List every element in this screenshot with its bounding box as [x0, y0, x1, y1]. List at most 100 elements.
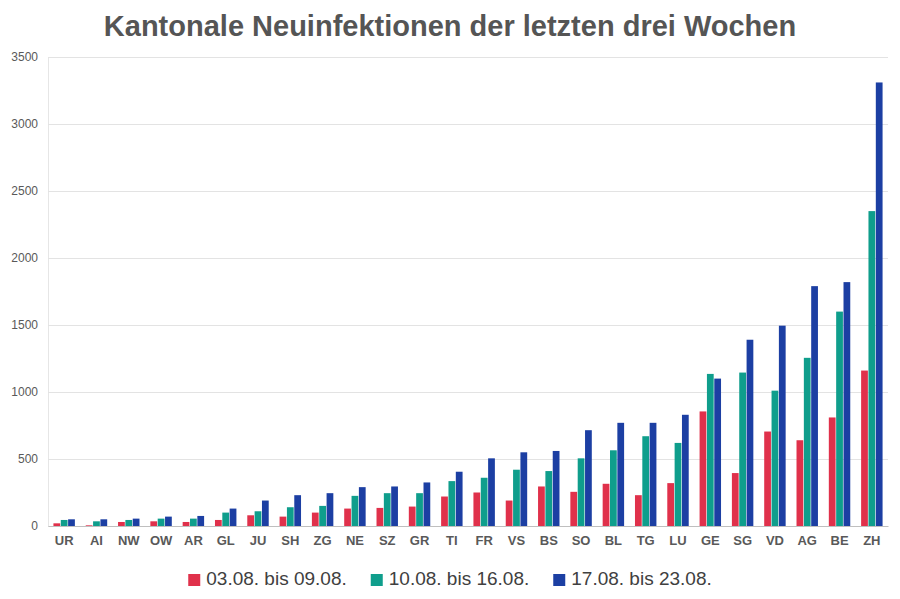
y-tick-label: 3000 [11, 117, 38, 131]
bars [53, 82, 882, 526]
y-tick-label: 2500 [11, 184, 38, 198]
x-tick: NW [118, 533, 140, 548]
bar [473, 493, 480, 527]
series [68, 82, 882, 526]
x-tick: OW [150, 533, 173, 548]
bar [409, 507, 416, 526]
x-tick: NE [346, 533, 364, 548]
x-tick: SO [572, 533, 591, 548]
x-tick-label: BE [831, 533, 849, 548]
bar [391, 486, 398, 526]
legend-label: 03.08. bis 09.08. [206, 568, 347, 589]
legend: 03.08. bis 09.08.10.08. bis 16.08.17.08.… [188, 568, 712, 589]
x-tick: VS [508, 533, 526, 548]
bar [287, 507, 294, 526]
x-tick: LU [669, 533, 686, 548]
bar [448, 481, 455, 526]
bar [829, 417, 836, 526]
bar [183, 522, 190, 526]
x-tick: ZH [863, 533, 880, 548]
bar [772, 391, 779, 526]
x-tick: TG [637, 533, 655, 548]
bar [222, 513, 229, 526]
bar [53, 523, 60, 526]
series [53, 371, 867, 526]
bar [424, 482, 431, 526]
grid-line [48, 191, 888, 192]
x-tick-label: GL [217, 533, 235, 548]
bar [190, 519, 197, 526]
bar [158, 519, 165, 526]
bar [553, 451, 560, 526]
legend-item: 03.08. bis 09.08. [188, 568, 347, 589]
bar [707, 374, 714, 526]
x-tick-label: FR [475, 533, 493, 548]
bar [344, 509, 351, 526]
bar [165, 517, 172, 526]
bar [93, 521, 100, 526]
x-tick: GR [410, 533, 430, 548]
bar [844, 282, 851, 526]
bar [861, 371, 868, 526]
x-tick: AG [797, 533, 817, 548]
x-tick: BL [605, 533, 622, 548]
bar [312, 513, 319, 526]
y-tick-label: 2000 [11, 251, 38, 265]
bar [868, 211, 875, 526]
x-tick-label: NW [118, 533, 140, 548]
x-tick-label: AG [797, 533, 817, 548]
x-tick-label: SH [281, 533, 299, 548]
x-tick: SG [733, 533, 752, 548]
bar [732, 473, 739, 526]
bar [133, 519, 140, 526]
grid-line [48, 459, 888, 460]
bar [714, 379, 721, 526]
y-tick-label: 1500 [11, 318, 38, 332]
x-tick: UR [55, 533, 74, 548]
bar [506, 501, 513, 526]
bar [125, 520, 132, 526]
grid-line [48, 124, 888, 125]
bar [747, 340, 754, 526]
x-tick: AI [90, 533, 103, 548]
bar [578, 458, 585, 526]
bar [255, 511, 262, 526]
y-tick: 3500 [11, 50, 888, 64]
y-tick: 2500 [11, 184, 888, 198]
x-tick-label: GE [701, 533, 720, 548]
bar [352, 496, 359, 526]
bar [876, 82, 883, 526]
x-tick-label: LU [669, 533, 686, 548]
chart: Kantonale Neuinfektionen der letzten dre… [0, 0, 900, 599]
bar [545, 471, 552, 526]
grid-line [48, 392, 888, 393]
bar [635, 495, 642, 526]
x-tick-label: BL [605, 533, 622, 548]
plot: 0500100015002000250030003500URAINWOWARGL… [11, 50, 888, 548]
x-tick: AR [184, 533, 203, 548]
bar [797, 440, 804, 526]
y-tick: 1500 [11, 318, 888, 332]
bar [280, 517, 287, 526]
bar [610, 450, 617, 526]
y-axis: 0500100015002000250030003500 [11, 50, 888, 533]
y-axis-line [49, 58, 889, 527]
bar [642, 436, 649, 526]
bar [603, 484, 610, 526]
x-tick-label: OW [150, 533, 173, 548]
y-tick-label: 500 [18, 452, 38, 466]
bar [262, 501, 269, 526]
bar [215, 520, 222, 526]
x-tick-label: VD [766, 533, 784, 548]
bar [327, 493, 334, 526]
x-tick: VD [766, 533, 784, 548]
bar [384, 493, 391, 526]
bar [667, 483, 674, 526]
grid-line [48, 57, 888, 58]
x-axis-line [49, 526, 889, 527]
y-tick: 500 [18, 452, 888, 466]
x-tick: SZ [379, 533, 396, 548]
bar [118, 522, 125, 526]
bar [520, 452, 527, 526]
y-tick: 3000 [11, 117, 888, 131]
